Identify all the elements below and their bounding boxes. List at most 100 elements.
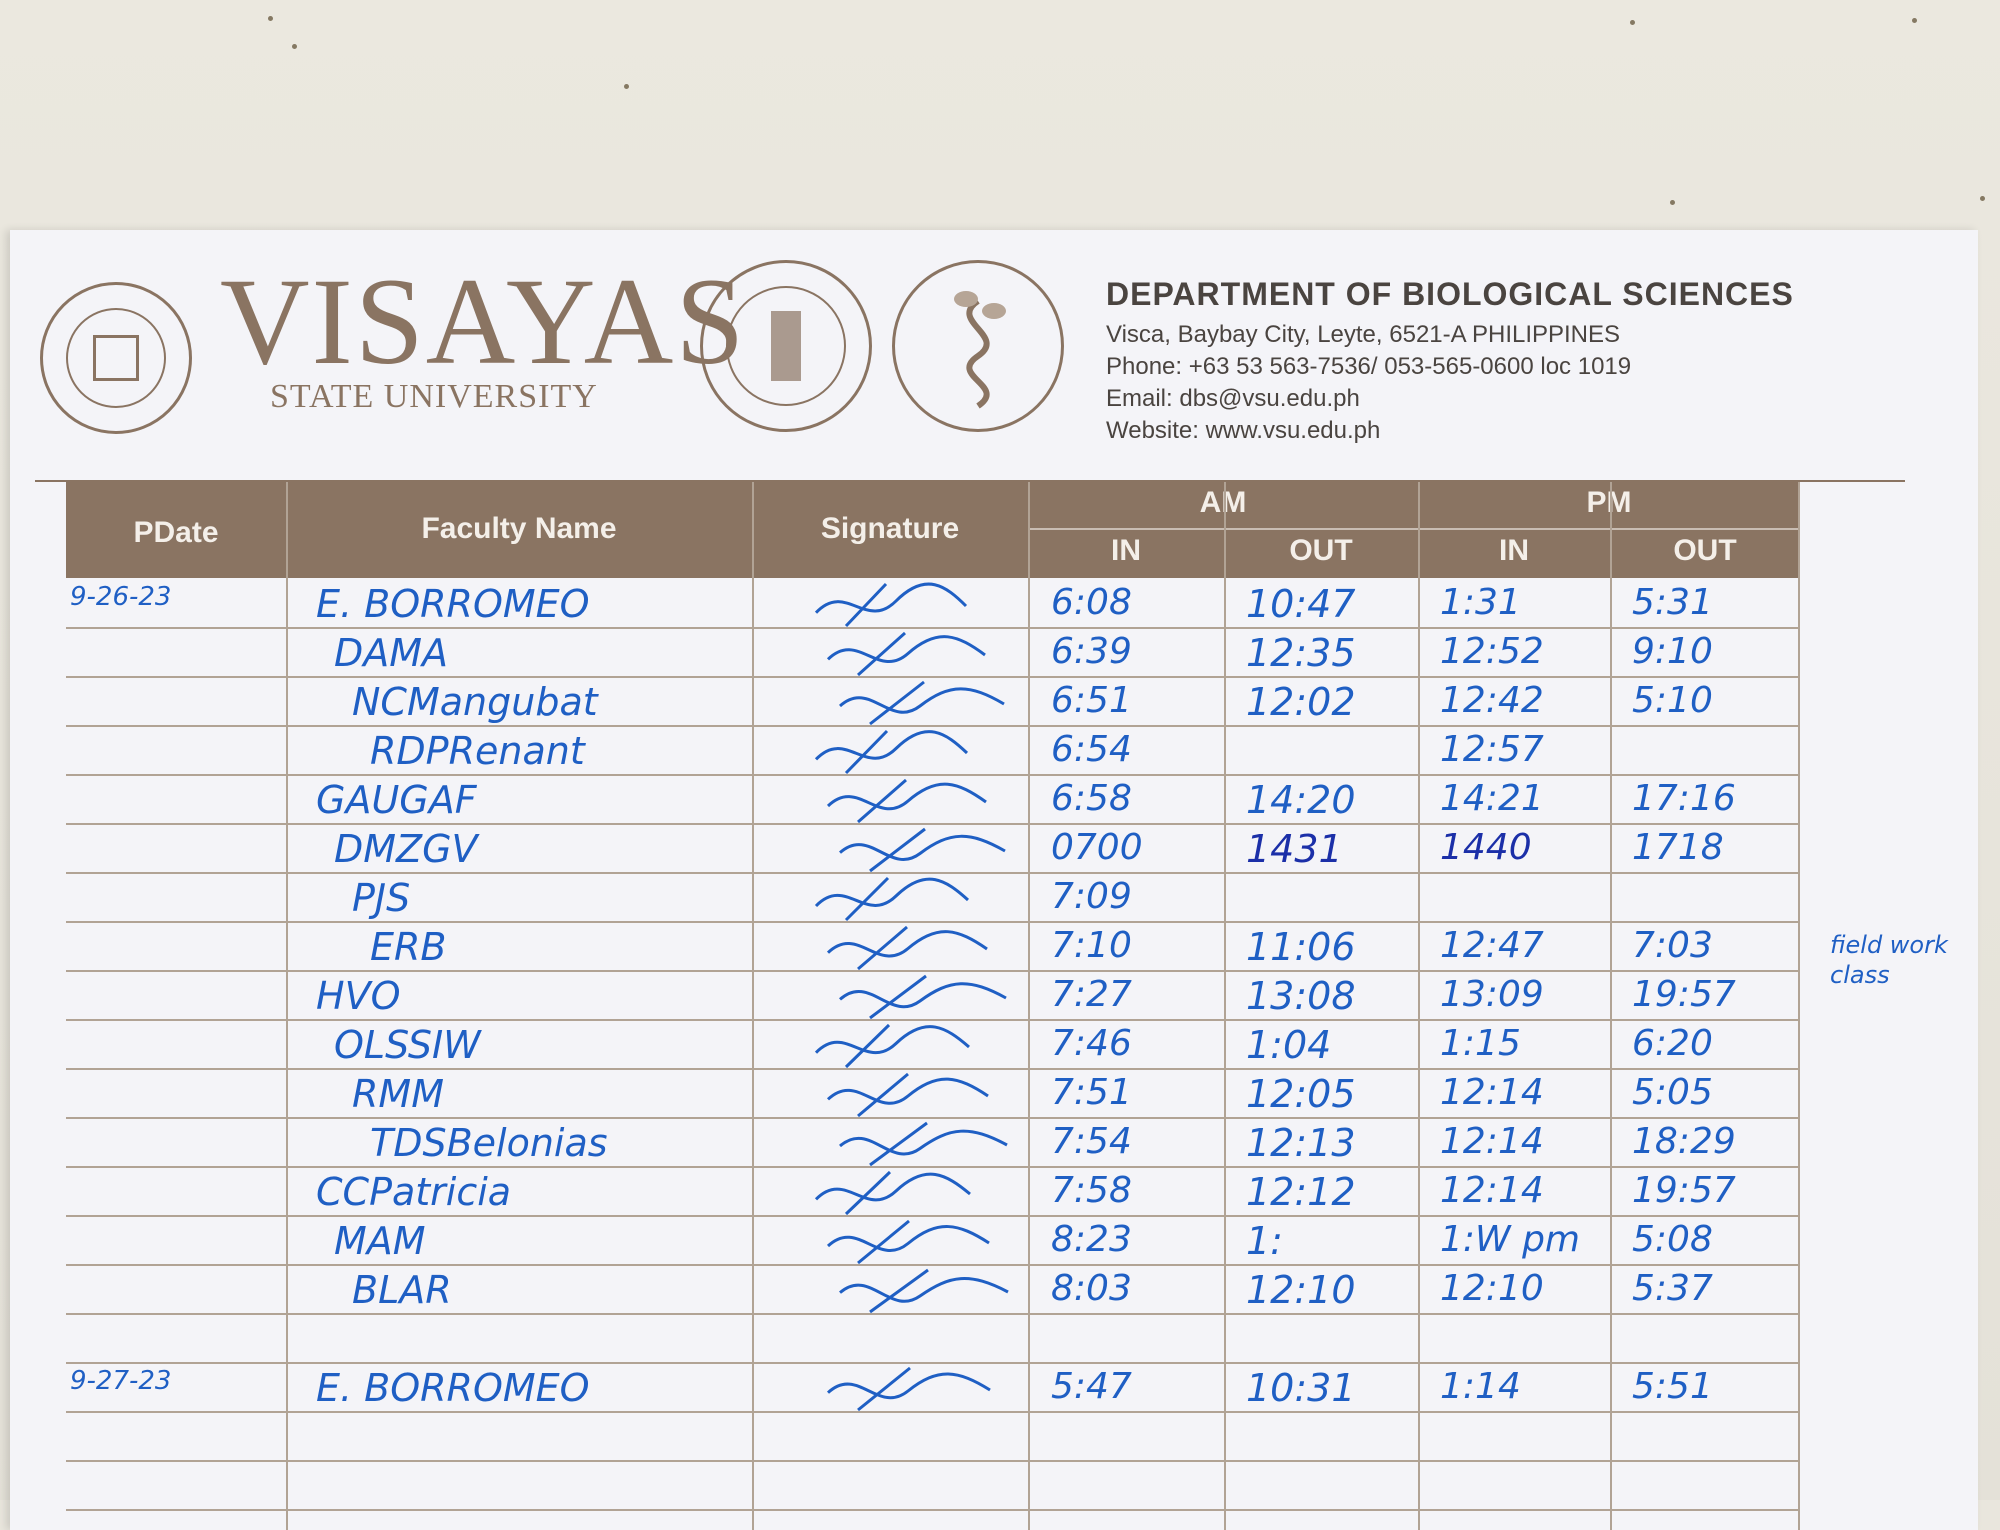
cell-pm-in: 1:W pm xyxy=(1440,1219,1580,1260)
cell-pm-out: 18:29 xyxy=(1632,1121,1736,1162)
cell-pm-out: 5:51 xyxy=(1632,1366,1713,1407)
row-rule xyxy=(66,1313,1800,1315)
cell-name: HVO xyxy=(316,974,401,1018)
cell-name: RDPRenant xyxy=(370,729,585,773)
column-rule xyxy=(1610,482,1612,1530)
row-rule xyxy=(66,970,1800,972)
cell-name: GAUGAF xyxy=(316,778,477,822)
cell-name: ERB xyxy=(370,925,447,969)
cell-am-out: 13:08 xyxy=(1246,974,1356,1018)
cell-am-out: 10:31 xyxy=(1246,1366,1356,1410)
cell-am-out: 12:10 xyxy=(1246,1268,1356,1312)
cell-pm-out: 6:20 xyxy=(1632,1023,1713,1064)
signature-scribble xyxy=(826,778,987,824)
cell-name: DAMA xyxy=(334,631,449,675)
speck xyxy=(624,84,629,89)
university-seal-icon xyxy=(40,282,192,434)
cell-pm-out: 19:57 xyxy=(1632,1170,1736,1211)
department-info: DEPARTMENT OF BIOLOGICAL SCIENCES Visca,… xyxy=(1106,276,1794,447)
speck xyxy=(292,44,297,49)
cell-pm-in: 12:42 xyxy=(1440,680,1544,721)
column-rule xyxy=(286,482,288,1530)
row-rule xyxy=(66,1215,1800,1217)
signature-scribble xyxy=(826,631,986,677)
row-rule xyxy=(66,1411,1800,1413)
cell-am-out: 10:47 xyxy=(1246,582,1356,626)
cell-date: 9-27-23 xyxy=(70,1366,172,1396)
column-rule xyxy=(1798,482,1800,1530)
header-date: PDate xyxy=(133,516,219,549)
department-title: DEPARTMENT OF BIOLOGICAL SCIENCES xyxy=(1106,276,1794,312)
cell-am-out: 11:06 xyxy=(1246,925,1356,969)
cell-pm-out: 5:10 xyxy=(1632,680,1713,721)
row-rule xyxy=(66,872,1800,874)
margin-note: field work class xyxy=(1830,931,1948,989)
cell-am-in: 0700 xyxy=(1051,827,1143,868)
row-rule xyxy=(66,1264,1800,1266)
cell-pm-in: 13:09 xyxy=(1440,974,1544,1015)
signature-scribble xyxy=(839,1121,1008,1167)
cell-date: 9-26-23 xyxy=(70,582,172,612)
signature-scribble xyxy=(814,729,969,775)
header-subdivider xyxy=(1028,528,1800,530)
cell-am-in: 7:10 xyxy=(1051,925,1132,966)
cell-pm-out: 17:16 xyxy=(1632,778,1736,819)
cell-am-out: 1:04 xyxy=(1246,1023,1332,1067)
cell-am-out: 1431 xyxy=(1246,827,1343,871)
university-subtitle: STATE UNIVERSITY xyxy=(270,378,598,415)
cell-name: PJS xyxy=(352,876,411,920)
cell-am-in: 6:08 xyxy=(1051,582,1132,623)
speck xyxy=(1630,20,1635,25)
cell-pm-in: 12:14 xyxy=(1440,1121,1544,1162)
cell-am-in: 6:54 xyxy=(1051,729,1132,770)
speck xyxy=(268,16,273,21)
header-am: AM xyxy=(1199,486,1247,519)
table-header: PDate Faculty Name Signature AM PM IN OU… xyxy=(66,482,1800,578)
department-website: Website: www.vsu.edu.ph xyxy=(1106,417,1381,444)
cell-pm-out: 5:08 xyxy=(1632,1219,1713,1260)
signature-scribble xyxy=(839,827,1006,873)
cell-am-in: 7:46 xyxy=(1051,1023,1132,1064)
cell-am-out: 12:02 xyxy=(1246,680,1356,724)
cell-pm-out: 9:10 xyxy=(1632,631,1713,672)
cell-am-in: 7:09 xyxy=(1051,876,1132,917)
cell-pm-in: 12:52 xyxy=(1440,631,1544,672)
column-rule xyxy=(1028,482,1030,1530)
header-pm-in: IN xyxy=(1499,534,1529,567)
cell-pm-in: 12:57 xyxy=(1440,729,1544,770)
cell-pm-out: 1718 xyxy=(1632,827,1724,868)
cell-am-in: 5:47 xyxy=(1051,1366,1132,1407)
cell-am-out: 14:20 xyxy=(1246,778,1356,822)
row-rule xyxy=(66,823,1800,825)
cell-pm-in: 1:14 xyxy=(1440,1366,1521,1407)
row-rule xyxy=(66,1460,1800,1462)
signature-scribble xyxy=(814,1023,970,1069)
cell-name: TDSBelonias xyxy=(370,1121,608,1165)
row-rule xyxy=(66,627,1800,629)
department-phone: Phone: +63 53 563-7536/ 053-565-0600 loc… xyxy=(1106,353,1632,380)
cell-am-out: 12:13 xyxy=(1246,1121,1356,1165)
department-logo-icon xyxy=(892,260,1064,432)
signature-scribble xyxy=(839,1268,1009,1314)
row-rule xyxy=(66,676,1800,678)
row-rule xyxy=(66,1117,1800,1119)
header-pm-out: OUT xyxy=(1673,534,1737,567)
row-rule xyxy=(66,725,1800,727)
cell-am-in: 7:54 xyxy=(1051,1121,1132,1162)
row-rule xyxy=(66,921,1800,923)
cell-name: NCMangubat xyxy=(352,680,598,724)
cell-name: E. BORROMEO xyxy=(316,1366,590,1410)
cell-am-out: 1: xyxy=(1246,1219,1283,1263)
cell-pm-in: 12:14 xyxy=(1440,1072,1544,1113)
cell-name: BLAR xyxy=(352,1268,452,1312)
signature-scribble xyxy=(826,925,988,971)
header-pm: PM xyxy=(1586,486,1632,519)
letterhead-divider xyxy=(35,480,1905,482)
cell-pm-out: 19:57 xyxy=(1632,974,1736,1015)
header-signature: Signature xyxy=(820,512,960,545)
cell-am-in: 7:58 xyxy=(1051,1170,1132,1211)
cell-am-in: 7:51 xyxy=(1051,1072,1132,1113)
speck xyxy=(1912,18,1917,23)
cell-name: DMZGV xyxy=(334,827,478,871)
cell-name: CCPatricia xyxy=(316,1170,512,1214)
